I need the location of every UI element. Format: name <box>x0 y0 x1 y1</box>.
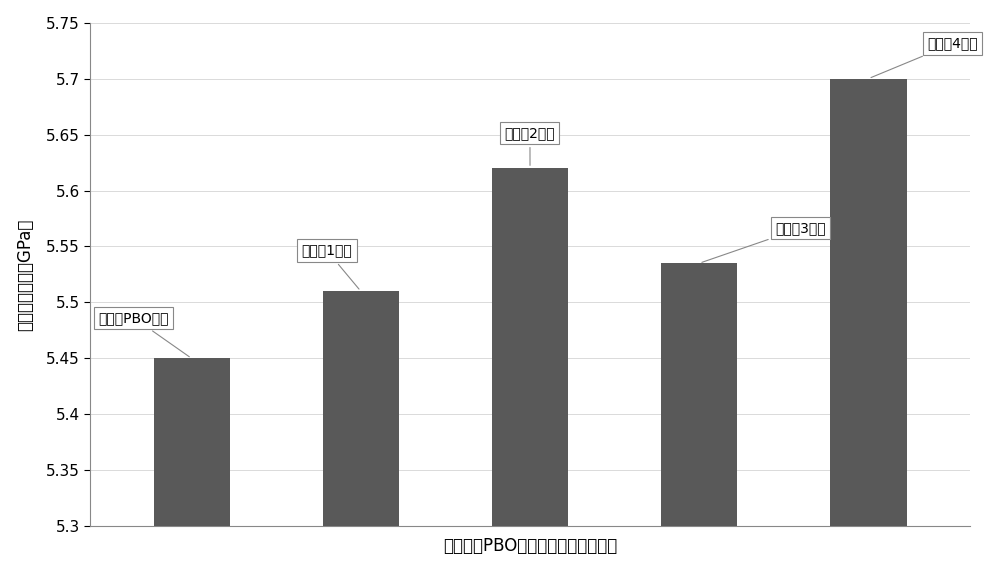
Bar <box>323 291 399 526</box>
Bar <box>661 263 737 526</box>
Y-axis label: 单丝拉伸强度（GPa）: 单丝拉伸强度（GPa） <box>17 219 35 331</box>
Bar <box>492 168 568 526</box>
Text: 实施例2纤维: 实施例2纤维 <box>505 126 555 165</box>
Bar <box>154 359 230 526</box>
Text: 实施例3纤维: 实施例3纤维 <box>702 221 826 263</box>
X-axis label: 改性前后PBO纤维单丝拉伸强度对比: 改性前后PBO纤维单丝拉伸强度对比 <box>443 537 617 555</box>
Bar <box>830 78 907 526</box>
Text: 改性前PBO纤维: 改性前PBO纤维 <box>99 311 189 357</box>
Text: 实施例4纤维: 实施例4纤维 <box>871 37 978 78</box>
Text: 实施例1纤维: 实施例1纤维 <box>302 244 359 289</box>
